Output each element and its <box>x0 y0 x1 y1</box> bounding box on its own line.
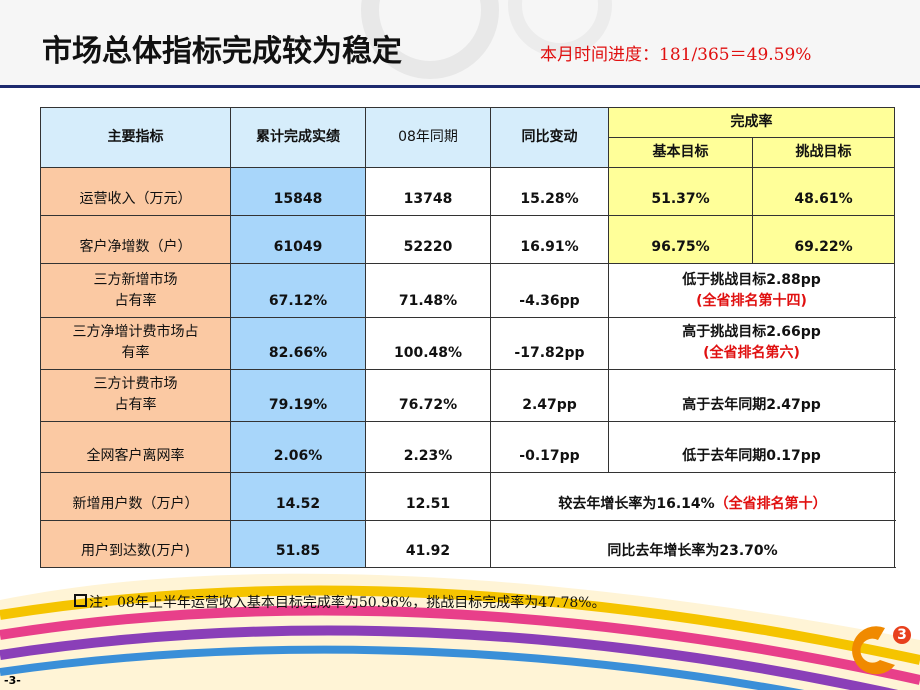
table: 主要指标 累计完成实绩 08年同期 同比变动 完成率 基本目标 挑战目标 运营收… <box>40 107 895 568</box>
data-cell: -17.82pp <box>490 317 609 370</box>
footnote: 注：08年上半年运营收入基本目标完成率为50.96%，挑战目标完成率为47.78… <box>74 592 606 612</box>
table-row: 用户到达数(万户) 51.85 41.92 同比去年增长率为23.70% <box>40 520 895 568</box>
wave <box>0 585 920 665</box>
data-cell: 2.23% <box>365 421 491 473</box>
table-row: 运营收入（万元） 15848 13748 15.28% 51.37% 48.61% <box>40 167 895 216</box>
data-cell: 15848 <box>230 167 366 216</box>
data-cell: 61049 <box>230 215 366 264</box>
indicator-line: 三方新增市场 <box>93 272 178 288</box>
data-cell: 67.12% <box>230 263 366 318</box>
data-cell: 13748 <box>365 167 491 216</box>
data-cell: 51.85 <box>230 520 366 568</box>
note-cell: 低于去年同期0.17pp <box>608 421 895 473</box>
table-row: 客户净增数（户） 61049 52220 16.91% 96.75% 69.22% <box>40 215 895 264</box>
table-row: 新增用户数（万户） 14.52 12.51 较去年增长率为16.14%（全省排名第十） <box>40 472 895 521</box>
indicator-cell: 三方计费市场 占有率 <box>40 369 231 422</box>
data-cell: 76.72% <box>365 369 491 422</box>
rank-text: （全省排名第十） <box>714 496 827 512</box>
header-cell: 同比变动 <box>490 107 609 168</box>
header-cell: 完成率 <box>608 107 895 138</box>
note-cell: 同比去年增长率为23.70% <box>490 520 895 568</box>
data-cell: 12.51 <box>365 472 491 521</box>
note-cell: 高于挑战目标2.66pp (全省排名第六) <box>608 317 895 370</box>
deco <box>361 0 499 79</box>
note-cell: 较去年增长率为16.14%（全省排名第十） <box>490 472 895 521</box>
data-cell: 51.37% <box>608 167 753 216</box>
data-cell: 16.91% <box>490 215 609 264</box>
indicator-line: 用户到达数(万户) <box>81 543 190 559</box>
note-text: 低于去年同期0.17pp <box>682 448 821 464</box>
bullet <box>74 594 87 607</box>
title-rule <box>0 85 920 88</box>
data-cell: 71.48% <box>365 263 491 318</box>
title: 市场总体指标完成较为稳定 <box>42 34 402 69</box>
note-text: 低于挑战目标2.88pp <box>682 272 821 288</box>
data-cell: -0.17pp <box>490 421 609 473</box>
indicator-line: 有率 <box>121 345 150 361</box>
indicator-cell: 三方新增市场 占有率 <box>40 263 231 318</box>
indicator-cell: 用户到达数(万户) <box>40 520 231 568</box>
header-cell: 挑战目标 <box>752 137 895 168</box>
page-number: -3- <box>4 674 21 687</box>
indicator-line: 占有率 <box>114 397 157 413</box>
indicator-line: 三方计费市场 <box>93 376 178 392</box>
progress: 本月时间进度：181/365＝49.59% <box>540 45 812 65</box>
indicator-line: 占有率 <box>114 293 157 309</box>
wave <box>0 625 899 690</box>
indicator-line: 新增用户数（万户） <box>72 496 199 512</box>
indicator-cell: 新增用户数（万户） <box>40 472 231 521</box>
logo-g <box>852 626 895 675</box>
note-text: 同比去年增长率为23.70% <box>607 543 778 559</box>
indicator-cell: 全网客户离网率 <box>40 421 231 473</box>
header-cell: 累计完成实绩 <box>230 107 366 168</box>
table-row: 三方新增市场 占有率 67.12% 71.48% -4.36pp 低于挑战目标2.88pp… <box>40 263 895 318</box>
indicator-line: 客户净增数（户） <box>79 239 192 255</box>
table-row: 三方净增计费市场占 有率 82.66% 100.48% -17.82pp 高于挑战目标2.… <box>40 317 895 370</box>
indicator-line: 三方净增计费市场占 <box>72 324 199 340</box>
note-text: 高于挑战目标2.66pp <box>682 324 821 340</box>
data-cell: 96.75% <box>608 215 753 264</box>
wave <box>0 605 920 685</box>
data-cell: 41.92 <box>365 520 491 568</box>
indicator-cell: 客户净增数（户） <box>40 215 231 264</box>
table-row: 全网客户离网率 2.06% 2.23% -0.17pp 低于去年同期0.17pp <box>40 421 895 473</box>
header-cell: 08年同期 <box>365 107 491 168</box>
deco <box>508 0 612 57</box>
rank-text: (全省排名第六) <box>703 345 800 361</box>
indicator-line: 运营收入（万元） <box>79 191 192 207</box>
data-cell: 15.28% <box>490 167 609 216</box>
data-cell: 69.22% <box>752 215 895 264</box>
logo-mark: 3 <box>893 626 911 644</box>
footnote-text: 注：08年上半年运营收入基本目标完成率为50.96%，挑战目标完成率为47.78… <box>89 595 606 611</box>
table-row: 三方计费市场 占有率 79.19% 76.72% 2.47pp 高于去年同期2.47pp <box>40 369 895 422</box>
data-cell: 48.61% <box>752 167 895 216</box>
note-text: 较去年增长率为16.14% <box>558 496 715 512</box>
indicator-cell: 三方净增计费市场占 有率 <box>40 317 231 370</box>
data-cell: 100.48% <box>365 317 491 370</box>
rank-text: (全省排名第十四) <box>696 293 807 309</box>
wave <box>0 645 804 690</box>
data-cell: 2.47pp <box>490 369 609 422</box>
note-text: 高于去年同期2.47pp <box>682 397 821 413</box>
data-cell: 2.06% <box>230 421 366 473</box>
note-cell: 低于挑战目标2.88pp (全省排名第十四) <box>608 263 895 318</box>
data-cell: -4.36pp <box>490 263 609 318</box>
indicator-cell: 运营收入（万元） <box>40 167 231 216</box>
indicator-line: 全网客户离网率 <box>86 448 185 464</box>
data-cell: 14.52 <box>230 472 366 521</box>
header-cell: 主要指标 <box>40 107 231 168</box>
header-cell: 基本目标 <box>608 137 753 168</box>
data-cell: 52220 <box>365 215 491 264</box>
note-cell: 高于去年同期2.47pp <box>608 369 895 422</box>
data-cell: 79.19% <box>230 369 366 422</box>
data-cell: 82.66% <box>230 317 366 370</box>
